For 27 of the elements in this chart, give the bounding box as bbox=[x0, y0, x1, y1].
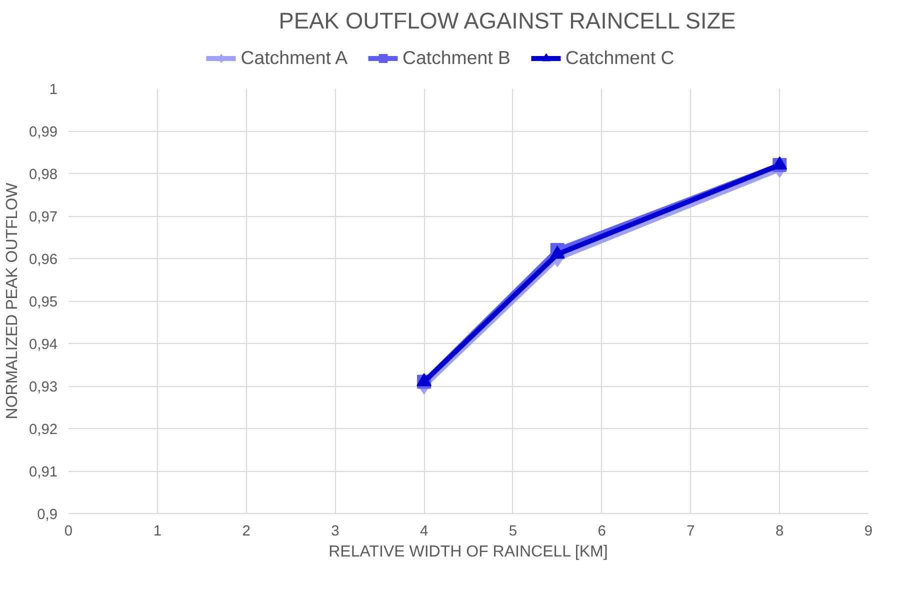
x-tick-label: 3 bbox=[331, 524, 340, 540]
x-tick-label: 9 bbox=[864, 524, 873, 540]
y-tick-label: 0,91 bbox=[28, 464, 58, 480]
x-tick-label: 1 bbox=[153, 524, 162, 540]
legend-label: Catchment B bbox=[402, 47, 510, 69]
y-tick-label: 0,97 bbox=[28, 210, 58, 226]
x-tick-label: 6 bbox=[598, 524, 606, 540]
x-axis-title: RELATIVE WIDTH OF RAINCELL [KM] bbox=[328, 544, 608, 560]
y-tick-label: 0,9 bbox=[37, 507, 58, 523]
y-tick-label: 0,95 bbox=[28, 294, 58, 310]
x-tick-label: 7 bbox=[686, 524, 695, 540]
x-tick-label: 2 bbox=[242, 524, 250, 540]
chart-title: PEAK OUTFLOW AGAINST RAINCELL SIZE bbox=[278, 8, 736, 34]
y-tick-label: 0,96 bbox=[28, 252, 58, 268]
y-tick-label: 0,99 bbox=[28, 124, 58, 140]
y-tick-label: 0,93 bbox=[28, 380, 58, 396]
y-tick-label: 0,98 bbox=[28, 167, 58, 183]
legend-label: Catchment A bbox=[240, 47, 348, 69]
x-tick-label: 8 bbox=[776, 524, 784, 540]
x-tick-label: 4 bbox=[420, 524, 428, 540]
y-tick-label: 1 bbox=[49, 82, 58, 98]
x-tick-label: 5 bbox=[508, 524, 518, 540]
y-axis-title: NORMALIZED PEAK OUTFLOW bbox=[4, 182, 21, 420]
y-tick-label: 0,94 bbox=[28, 337, 58, 353]
x-tick-label: 0 bbox=[64, 524, 73, 540]
legend-label: Catchment C bbox=[565, 47, 674, 69]
y-tick-label: 0,92 bbox=[28, 422, 58, 438]
